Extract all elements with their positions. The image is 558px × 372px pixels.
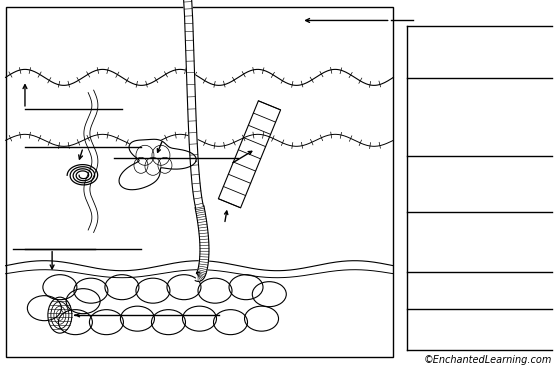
Text: ©EnchantedLearning.com: ©EnchantedLearning.com: [424, 355, 552, 365]
Polygon shape: [119, 139, 196, 190]
Polygon shape: [195, 206, 209, 282]
Bar: [6, 7, 393, 357]
Polygon shape: [181, 0, 203, 208]
Polygon shape: [67, 164, 98, 185]
